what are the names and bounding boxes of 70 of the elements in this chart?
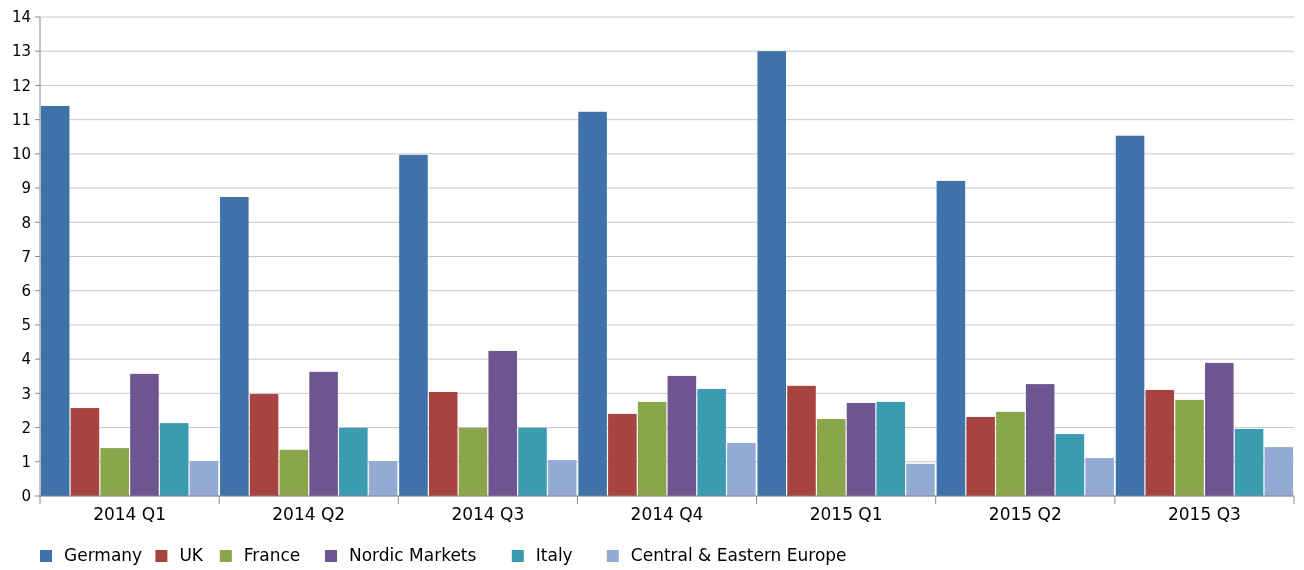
legend-label: Italy (535, 545, 573, 565)
bar (578, 111, 607, 496)
x-tick-label: 2015 Q1 (809, 504, 883, 524)
legend-label: UK (179, 545, 204, 565)
bar (846, 402, 876, 496)
bar (220, 196, 249, 496)
bar (1085, 458, 1114, 496)
bar (608, 413, 637, 496)
bar (1115, 135, 1145, 496)
bar (757, 51, 787, 496)
x-tick-label: 2015 Q2 (988, 504, 1062, 524)
x-tick-label: 2014 Q1 (93, 504, 167, 524)
bar (309, 371, 338, 496)
bar (667, 375, 697, 496)
bar (547, 460, 577, 496)
legend-label: Germany (64, 545, 143, 565)
bar (339, 427, 368, 496)
bar (249, 394, 279, 496)
bar (1175, 399, 1204, 496)
bar (1264, 447, 1294, 496)
x-tick-label: 2014 Q4 (630, 504, 704, 524)
bar (1145, 389, 1175, 496)
bar (279, 449, 309, 496)
bar (159, 423, 189, 496)
y-tick-label: 12 (11, 76, 31, 95)
y-tick-label: 6 (21, 281, 31, 300)
bar (787, 385, 816, 496)
x-tick-label: 2014 Q3 (451, 504, 525, 524)
y-tick-label: 1 (21, 453, 31, 472)
bar (40, 105, 70, 496)
y-tick-label: 8 (21, 213, 31, 232)
y-tick-label: 7 (21, 247, 31, 266)
y-tick-label: 11 (11, 110, 31, 129)
bar (906, 463, 935, 496)
bar (488, 350, 518, 496)
x-tick-label: 2014 Q2 (272, 504, 346, 524)
bar (876, 401, 906, 496)
bar (1025, 384, 1055, 496)
bar (816, 419, 846, 496)
legend-label: France (243, 545, 301, 565)
bar (727, 442, 756, 496)
bar (189, 461, 219, 496)
bar (368, 461, 398, 496)
bar (936, 180, 966, 496)
bar (1234, 428, 1264, 496)
bar (996, 411, 1025, 496)
y-tick-label: 13 (11, 42, 31, 61)
bar (100, 448, 129, 496)
bar (637, 401, 667, 496)
y-tick-label: 5 (21, 316, 31, 335)
bar (458, 427, 488, 496)
legend-label: Nordic Markets (349, 545, 477, 565)
legend-label: Central & Eastern Europe (630, 545, 847, 565)
y-tick-label: 4 (21, 350, 31, 369)
bar (428, 391, 458, 496)
bar (1055, 434, 1085, 496)
bar (697, 388, 726, 496)
bar (966, 416, 995, 496)
y-tick-label: 10 (11, 145, 31, 164)
bar (1205, 362, 1234, 496)
y-tick-label: 0 (21, 487, 31, 506)
bar (130, 373, 159, 496)
y-tick-label: 2 (21, 418, 31, 437)
y-tick-label: 9 (21, 179, 31, 198)
bar (399, 154, 428, 496)
y-tick-label: 3 (21, 384, 31, 403)
x-tick-label: 2015 Q3 (1167, 504, 1241, 524)
bar (518, 427, 547, 496)
y-tick-label: 14 (11, 8, 31, 27)
bar (70, 408, 100, 496)
